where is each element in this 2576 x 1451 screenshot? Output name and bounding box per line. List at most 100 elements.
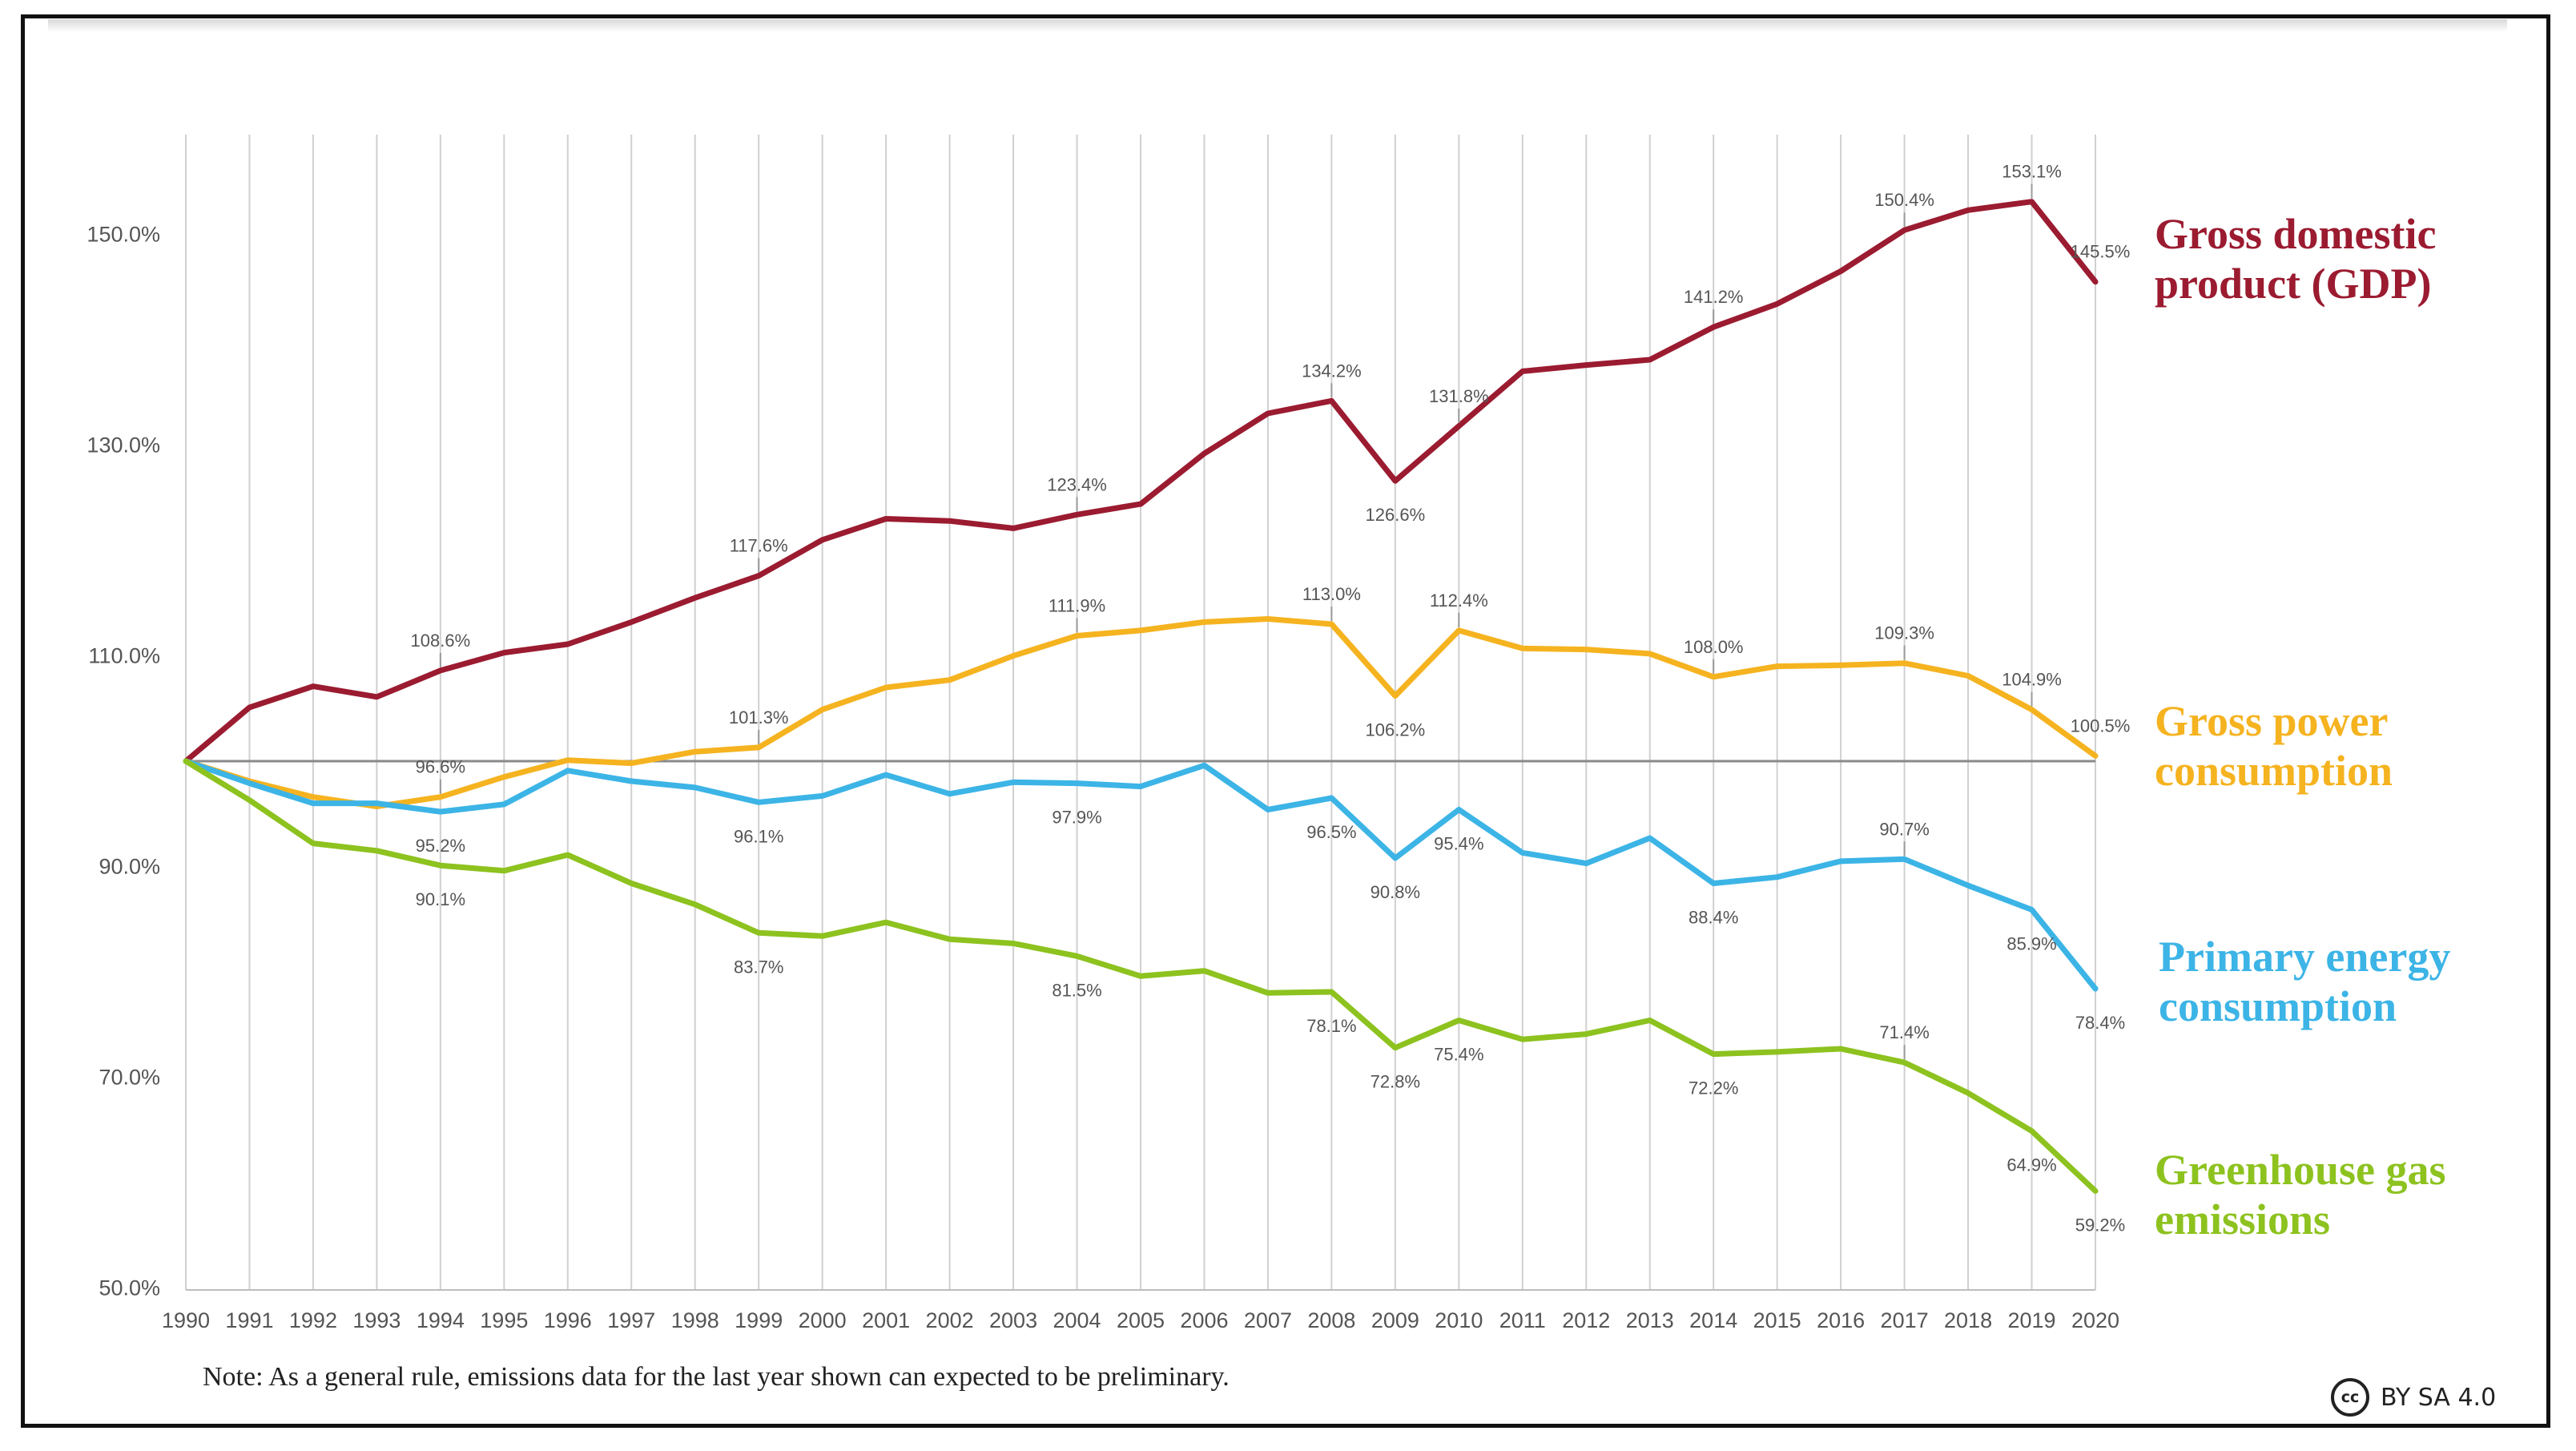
- top-shadow: [48, 19, 2507, 32]
- creative-commons-icon: cc: [2331, 1378, 2369, 1417]
- license-text: BY SA 4.0: [2381, 1383, 2497, 1412]
- x-tick-label: 2009: [1371, 1308, 1419, 1332]
- legend-label: Primary energy: [2159, 933, 2450, 981]
- data-label: 153.1%: [2002, 162, 2062, 182]
- x-tick-label: 2007: [1244, 1308, 1292, 1332]
- data-label: 111.9%: [1049, 596, 1105, 616]
- x-tick-label: 2020: [2071, 1308, 2119, 1332]
- y-tick-label: 130.0%: [87, 433, 160, 457]
- data-label: 95.2%: [416, 836, 465, 856]
- x-tick-label: 2002: [926, 1308, 974, 1332]
- data-label: 113.0%: [1302, 584, 1361, 604]
- legend-label: consumption: [2159, 982, 2397, 1030]
- data-label: 117.6%: [730, 536, 788, 556]
- legend-label: Greenhouse gas: [2155, 1146, 2446, 1194]
- data-label: 83.7%: [734, 957, 783, 977]
- data-labels: 108.6% 117.6% 123.4% 134.2% 126.6% 131.8% 141.…: [411, 162, 2131, 1235]
- data-label: 95.4%: [1434, 833, 1483, 853]
- legend-label: consumption: [2155, 747, 2393, 795]
- x-tick-label: 1991: [225, 1308, 273, 1332]
- license-badge: cc BY SA 4.0: [2331, 1378, 2496, 1417]
- data-label: 112.4%: [1430, 590, 1488, 611]
- legend-label: product (GDP): [2155, 260, 2432, 308]
- data-label: 126.6%: [1366, 505, 1426, 525]
- x-tick-label: 2004: [1053, 1308, 1101, 1332]
- x-tick-label: 1996: [544, 1308, 592, 1332]
- x-tick-label: 2011: [1499, 1308, 1546, 1332]
- x-tick-label: 1990: [162, 1308, 210, 1332]
- x-tick-label: 2018: [1944, 1308, 1992, 1332]
- axes: 1990 1991 1992 1993 1994 1995 1996 1997 1998 1999…: [87, 223, 2119, 1333]
- series-line: [183, 758, 2099, 1194]
- legend-label: emissions: [2155, 1195, 2330, 1243]
- series: [183, 199, 2099, 1194]
- legend-label: Gross power: [2155, 697, 2389, 745]
- x-tick-label: 2000: [799, 1308, 847, 1332]
- data-label: 90.1%: [416, 889, 465, 909]
- data-label: 78.1%: [1306, 1016, 1356, 1036]
- data-label: 96.6%: [416, 757, 465, 777]
- data-label: 123.4%: [1047, 474, 1107, 494]
- x-tick-label: 2019: [2007, 1308, 2055, 1332]
- data-label: 90.7%: [1879, 819, 1929, 839]
- data-label: 75.4%: [1434, 1044, 1483, 1064]
- data-label: 88.4%: [1688, 908, 1738, 928]
- data-label: 104.9%: [2002, 670, 2062, 690]
- data-label: 101.3%: [729, 707, 789, 728]
- x-tick-label: 1997: [607, 1308, 655, 1332]
- x-tick-label: 1994: [417, 1308, 465, 1332]
- x-tick-label: 2005: [1117, 1308, 1165, 1332]
- data-label: 97.9%: [1052, 808, 1101, 828]
- data-label: 145.5%: [2071, 242, 2131, 262]
- series-line: [183, 616, 2099, 809]
- y-tick-label: 110.0%: [88, 644, 160, 668]
- data-label: 141.2%: [1684, 287, 1744, 307]
- data-label: 81.5%: [1052, 980, 1101, 1000]
- x-tick-label: 2008: [1307, 1308, 1355, 1332]
- x-tick-label: 2010: [1435, 1308, 1483, 1332]
- data-label: 85.9%: [2006, 933, 2056, 953]
- data-label: 106.2%: [1366, 719, 1426, 740]
- data-label: 64.9%: [2006, 1155, 2056, 1175]
- x-tick-label: 2014: [1689, 1308, 1737, 1332]
- data-label: 131.8%: [1429, 386, 1489, 406]
- x-tick-label: 2013: [1626, 1308, 1674, 1332]
- x-tick-label: 2016: [1817, 1308, 1865, 1332]
- data-label: 71.4%: [1879, 1022, 1929, 1042]
- x-tick-label: 2006: [1180, 1308, 1228, 1332]
- x-tick-label: 1995: [480, 1308, 528, 1332]
- data-label: 108.0%: [1684, 637, 1744, 657]
- series-line: [183, 199, 2099, 764]
- chart-frame: [21, 14, 2550, 1428]
- y-tick-label: 70.0%: [99, 1066, 160, 1090]
- x-tick-label: 1999: [735, 1308, 783, 1332]
- gridlines: [185, 135, 2096, 1290]
- data-label: 90.8%: [1371, 882, 1420, 902]
- x-tick-label: 2012: [1562, 1308, 1610, 1332]
- legend-label: Gross domestic: [2155, 210, 2436, 258]
- y-tick-label: 150.0%: [87, 223, 160, 247]
- footnote: Note: As a general rule, emissions data …: [203, 1362, 1230, 1392]
- data-label: 96.1%: [734, 826, 783, 846]
- data-label: 59.2%: [2075, 1215, 2125, 1235]
- data-label: 72.8%: [1371, 1072, 1420, 1092]
- data-label: 100.5%: [2071, 715, 2131, 736]
- data-label: 78.4%: [2075, 1013, 2125, 1033]
- x-tick-label: 1993: [352, 1308, 400, 1332]
- y-tick-label: 50.0%: [99, 1276, 160, 1300]
- data-label: 150.4%: [1874, 190, 1934, 210]
- data-label: 72.2%: [1688, 1078, 1738, 1098]
- data-label: 96.5%: [1306, 822, 1356, 842]
- x-tick-label: 2015: [1753, 1308, 1801, 1332]
- data-label: 134.2%: [1302, 361, 1362, 381]
- x-tick-label: 1992: [289, 1308, 337, 1332]
- data-label: 108.6%: [411, 631, 471, 651]
- series-line: [183, 758, 2099, 992]
- x-tick-label: 1998: [671, 1308, 719, 1332]
- y-tick-label: 90.0%: [99, 855, 160, 879]
- x-tick-label: 2017: [1881, 1308, 1929, 1332]
- x-tick-label: 2003: [989, 1308, 1037, 1332]
- data-label: 109.3%: [1874, 623, 1934, 643]
